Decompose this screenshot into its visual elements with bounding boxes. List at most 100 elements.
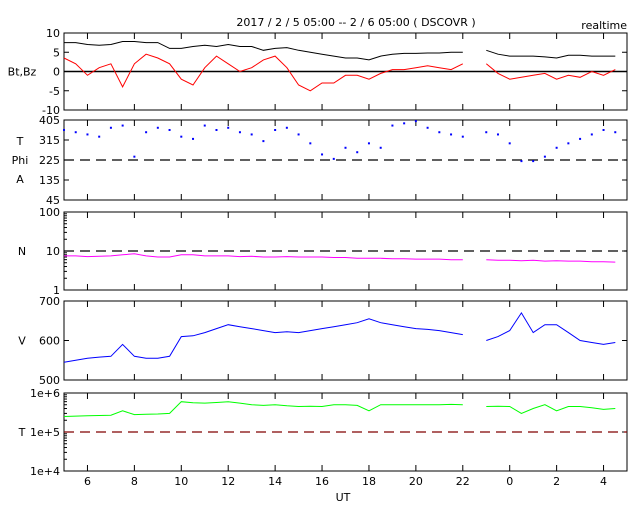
panel-2: 405 315 225 135 45 T Phi A	[12, 114, 628, 207]
data-point-phi	[133, 155, 136, 158]
data-point-phi	[332, 157, 335, 160]
x-tick-label: 22	[456, 475, 470, 488]
x-tick-label: 2	[553, 475, 560, 488]
data-point-phi	[203, 124, 206, 127]
data-point-phi	[74, 131, 77, 134]
data-point-phi	[496, 133, 499, 136]
y-tick-label: 1e+6	[30, 387, 60, 400]
x-tick-label: 12	[221, 475, 235, 488]
data-point-phi	[238, 131, 241, 134]
series-line-n	[486, 259, 616, 263]
x-tick-label: 6	[84, 475, 91, 488]
y-tick-label: 100	[39, 206, 60, 219]
y-tick-label: 10	[46, 245, 60, 258]
y-tick-label: 1e+4	[30, 465, 60, 478]
panel-label: Bt,Bz	[8, 66, 37, 79]
data-point-phi	[321, 153, 324, 156]
data-point-phi	[109, 126, 112, 129]
panel-4: 700 600 500 V	[18, 295, 628, 387]
y-tick-label: 700	[39, 295, 60, 308]
series-line-temperature	[486, 404, 616, 414]
panel-label: T	[16, 135, 24, 148]
series-line-bt	[64, 41, 463, 61]
data-point-phi	[309, 142, 312, 145]
panel-5: 6 8 10 12 14 16 18 20 22 0 2 4 1e+6 1e+5 1e+4 T	[18, 387, 628, 488]
y-tick-label: 1e+5	[30, 426, 60, 439]
data-point-phi	[121, 124, 124, 127]
data-point-phi	[614, 131, 617, 134]
x-tick-label: 4	[600, 475, 607, 488]
data-point-phi	[438, 131, 441, 134]
y-tick-label: 405	[39, 114, 60, 127]
data-point-phi	[520, 160, 523, 163]
panel-label: N	[18, 245, 26, 258]
data-point-phi	[63, 129, 65, 131]
y-tick-label: 0	[53, 66, 60, 79]
data-point-phi	[344, 146, 347, 149]
data-point-phi	[356, 151, 359, 154]
data-point-phi	[450, 133, 453, 136]
series-line-bz	[485, 63, 616, 80]
data-point-phi	[391, 124, 394, 127]
data-point-phi	[215, 129, 218, 131]
data-point-phi	[555, 146, 558, 149]
data-point-phi	[579, 137, 582, 140]
data-point-phi	[590, 133, 593, 136]
data-point-phi	[461, 135, 464, 138]
data-point-phi	[426, 126, 429, 129]
series-line-bz	[63, 53, 464, 92]
chart-title: 2017 / 2 / 5 05:00 -- 2 / 6 05:00 ( DSCO…	[236, 16, 475, 29]
y-tick-label: 1	[53, 284, 60, 297]
series-line-n	[64, 253, 463, 261]
data-point-phi	[145, 131, 148, 134]
data-point-phi	[379, 146, 382, 149]
y-tick-label: 225	[39, 154, 60, 167]
panel-label: A	[16, 173, 24, 186]
data-point-phi	[180, 135, 183, 138]
x-tick-label: 0	[506, 475, 513, 488]
x-axis-label: UT	[336, 491, 351, 504]
x-tick-label: 18	[362, 475, 376, 488]
data-point-phi	[485, 131, 488, 134]
data-point-phi	[543, 155, 546, 158]
data-point-phi	[86, 133, 89, 136]
data-point-phi	[367, 142, 370, 145]
panel-label: V	[18, 335, 26, 348]
data-point-phi	[168, 129, 171, 131]
realtime-label: realtime	[581, 19, 627, 32]
y-tick-label: 135	[39, 174, 60, 187]
panel-label: T	[18, 426, 26, 439]
series-line-v	[63, 318, 463, 363]
y-tick-label: 600	[39, 335, 60, 348]
y-tick-label: -10	[42, 104, 60, 117]
data-point-phi	[403, 122, 406, 125]
data-point-phi	[192, 137, 195, 140]
y-tick-label: 45	[46, 194, 60, 207]
series-line-temperature	[63, 401, 463, 417]
data-point-phi	[508, 142, 511, 145]
y-tick-label: 500	[39, 374, 60, 387]
data-point-phi	[567, 142, 570, 145]
y-tick-label: 315	[39, 134, 60, 147]
data-point-phi	[274, 129, 277, 131]
panel-label: Phi	[12, 154, 29, 167]
y-tick-label: -5	[49, 85, 60, 98]
panel-frame	[63, 300, 628, 381]
data-point-phi	[297, 133, 300, 136]
data-point-phi	[156, 126, 159, 129]
x-tick-label: 8	[131, 475, 138, 488]
data-point-phi	[227, 126, 230, 129]
y-tick-label: 5	[53, 46, 60, 59]
series-line-bt	[486, 49, 616, 59]
data-point-phi	[250, 133, 253, 136]
x-tick-label: 14	[268, 475, 282, 488]
data-point-phi	[98, 135, 101, 138]
y-tick-label: 10	[46, 27, 60, 40]
data-point-phi	[414, 120, 417, 123]
series-line-v	[486, 311, 616, 345]
data-point-phi	[262, 140, 265, 143]
panel-3: 100 10 1 N	[18, 206, 628, 297]
data-point-phi	[532, 160, 535, 163]
x-tick-label: 10	[174, 475, 188, 488]
